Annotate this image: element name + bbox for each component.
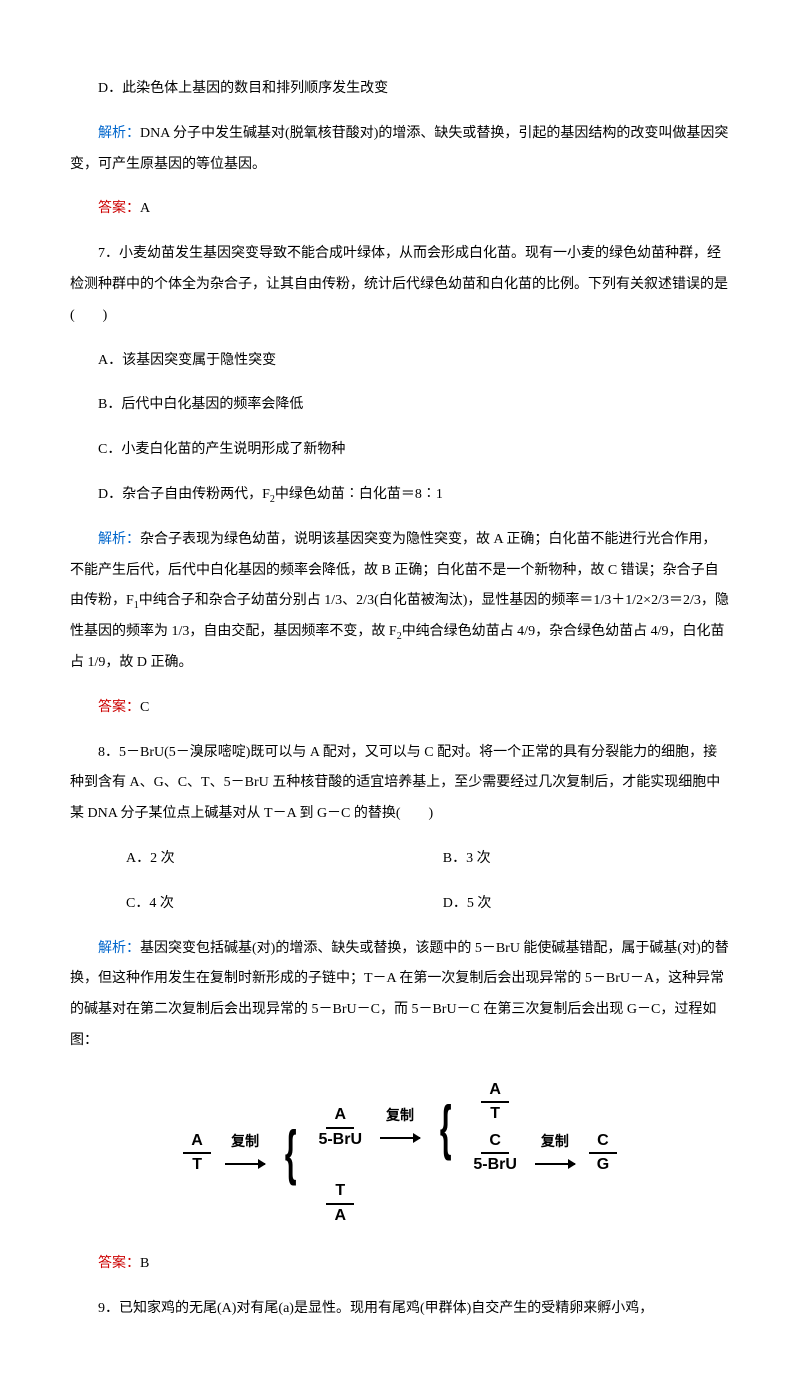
- replication-diagram: A T 复制 { A 5-BrU: [70, 1077, 730, 1229]
- q8-analysis: 解析：基因突变包括碱基(对)的增添、缺失或替换，该题中的 5－BrU 能使碱基错…: [70, 934, 730, 1057]
- arrow-icon: [380, 1137, 420, 1139]
- q6-answer: 答案：A: [70, 194, 730, 225]
- q8-option-d: D．5 次: [415, 889, 492, 920]
- q8-options-row1: A．2 次B．3 次: [70, 844, 730, 875]
- analysis-label: 解析：: [98, 532, 140, 547]
- q8-option-a: A．2 次: [98, 844, 415, 875]
- base-bot: 5-BrU: [469, 1154, 521, 1176]
- base-top: C: [481, 1130, 509, 1154]
- arrow-icon: [225, 1163, 265, 1165]
- analysis-label: 解析：: [98, 126, 140, 141]
- q8-stem: 8．5－BrU(5－溴尿嘧啶)既可以与 A 配对，又可以与 C 配对。将一个正常…: [70, 738, 730, 830]
- q7-option-a: A．该基因突变属于隐性突变: [70, 346, 730, 377]
- q8-answer: 答案：B: [70, 1249, 730, 1280]
- base-bot: T: [183, 1154, 211, 1176]
- base-top: T: [326, 1180, 354, 1204]
- analysis-label: 解析：: [98, 941, 140, 956]
- base-bot: G: [589, 1154, 617, 1176]
- base-top: C: [589, 1130, 617, 1154]
- q6-option-d: D．此染色体上基因的数目和排列顺序发生改变: [70, 74, 730, 105]
- q7-stem: 7．小麦幼苗发生基因突变导致不能合成叶绿体，从而会形成白化苗。现有一小麦的绿色幼…: [70, 239, 730, 331]
- base-bot: A: [326, 1205, 354, 1227]
- answer-label: 答案：: [98, 700, 140, 715]
- base-top: A: [183, 1130, 211, 1154]
- arrow-icon: [535, 1163, 575, 1165]
- answer-label: 答案：: [98, 1256, 140, 1271]
- replicate-label: 复制: [541, 1133, 569, 1149]
- replicate-label: 复制: [231, 1133, 259, 1149]
- q8-options-row2: C．4 次D．5 次: [70, 889, 730, 920]
- q9-stem: 9．已知家鸡的无尾(A)对有尾(a)是显性。现用有尾鸡(甲群体)自交产生的受精卵…: [70, 1294, 730, 1325]
- document-page: D．此染色体上基因的数目和排列顺序发生改变 解析：DNA 分子中发生碱基对(脱氧…: [0, 0, 800, 1379]
- replicate-label: 复制: [386, 1107, 414, 1123]
- brace-icon: {: [440, 1113, 452, 1143]
- q7-analysis: 解析：杂合子表现为绿色幼苗，说明该基因突变为隐性突变，故 A 正确；白化苗不能进…: [70, 525, 730, 679]
- q6-analysis: 解析：DNA 分子中发生碱基对(脱氧核苷酸对)的增添、缺失或替换，引起的基因结构…: [70, 119, 730, 181]
- q7-option-c: C．小麦白化苗的产生说明形成了新物种: [70, 435, 730, 466]
- q7-option-d: D．杂合子自由传粉两代，F2中绿色幼苗∶白化苗＝8∶1: [70, 480, 730, 511]
- q8-option-b: B．3 次: [415, 844, 491, 875]
- q7-answer: 答案：C: [70, 693, 730, 724]
- q7-option-b: B．后代中白化基因的频率会降低: [70, 390, 730, 421]
- base-bot: T: [481, 1103, 509, 1125]
- answer-label: 答案：: [98, 201, 140, 216]
- base-top: A: [481, 1079, 509, 1103]
- brace-icon: {: [285, 1138, 297, 1168]
- base-top: A: [326, 1104, 354, 1128]
- q8-option-c: C．4 次: [98, 889, 415, 920]
